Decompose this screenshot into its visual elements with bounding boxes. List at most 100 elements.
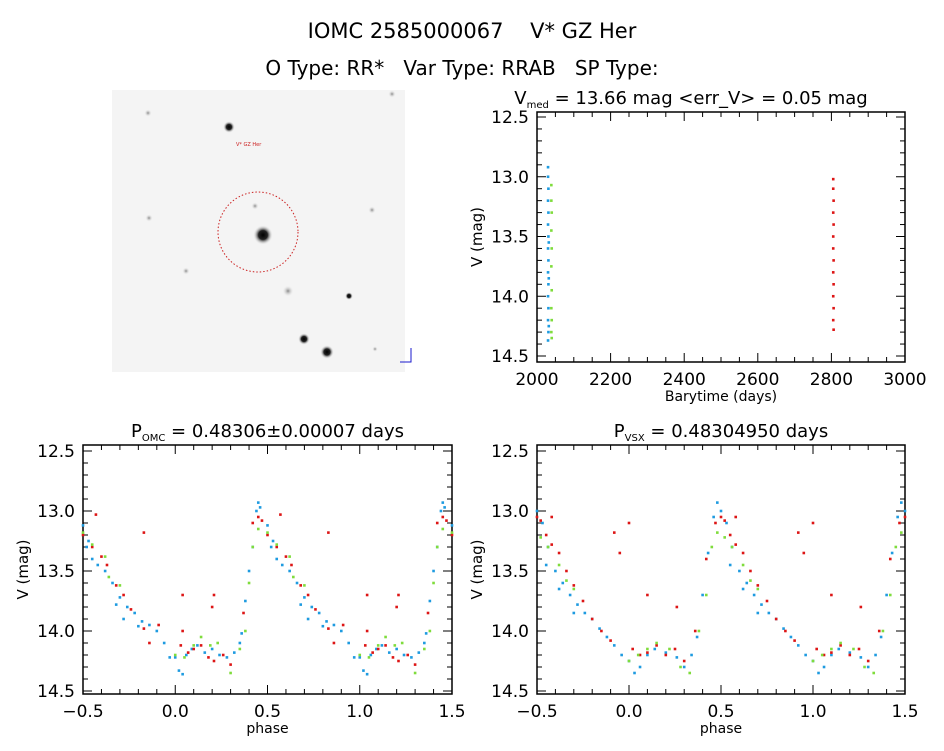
y-tick-label: 14.5 — [37, 682, 75, 702]
data-point — [866, 665, 870, 669]
data-point — [749, 579, 752, 582]
data-point — [898, 521, 901, 525]
data-point — [557, 551, 561, 555]
data-point — [646, 593, 649, 597]
data-point — [181, 672, 184, 676]
plot-frame — [536, 444, 906, 695]
data-point — [903, 515, 907, 519]
data-point — [384, 644, 387, 647]
data-point — [852, 647, 855, 651]
data-point — [638, 665, 642, 669]
data-point — [874, 653, 877, 657]
data-point — [811, 521, 815, 525]
data-point — [877, 629, 881, 633]
data-point — [712, 515, 715, 519]
star-mark — [298, 333, 310, 345]
data-point — [242, 611, 245, 615]
data-point — [598, 627, 601, 630]
data-point — [760, 603, 763, 606]
data-point — [81, 524, 85, 527]
data-point — [185, 653, 188, 657]
data-point — [550, 330, 553, 334]
data-point — [256, 515, 260, 519]
data-point — [290, 563, 293, 567]
data-point — [397, 659, 400, 663]
data-point — [417, 651, 421, 654]
data-point — [260, 519, 264, 522]
data-point — [752, 593, 756, 597]
data-point — [299, 584, 303, 587]
data-point — [87, 539, 90, 543]
data-point — [397, 593, 400, 597]
data-point — [258, 506, 262, 509]
star-mark — [253, 225, 273, 245]
data-point — [576, 603, 579, 606]
y-tick-label: 14.0 — [37, 622, 75, 642]
data-point — [837, 647, 841, 651]
data-point — [618, 551, 622, 555]
data-point — [393, 644, 397, 647]
plot-panel: 2000 2200 2400 2600 2800 3000 12.5 13.0 13.5 14.0… — [468, 88, 927, 405]
data-point — [756, 584, 760, 587]
data-point — [288, 555, 291, 558]
data-point — [793, 639, 796, 642]
data-point — [122, 617, 125, 621]
x-tick-label: −0.5 — [62, 702, 103, 722]
star-mark — [388, 90, 396, 98]
data-point — [547, 277, 551, 280]
data-point — [831, 235, 835, 238]
data-point — [822, 665, 826, 669]
data-point — [765, 599, 769, 603]
data-point — [784, 629, 787, 633]
data-point — [122, 593, 125, 597]
data-point — [387, 651, 391, 654]
data-point — [831, 177, 835, 181]
data-point — [706, 551, 710, 555]
data-point — [831, 187, 835, 190]
data-point — [612, 531, 616, 534]
data-point — [550, 265, 553, 268]
x-tick-label: 2600 — [736, 370, 779, 390]
data-point — [148, 623, 151, 627]
data-point — [675, 656, 679, 659]
data-point — [441, 527, 445, 531]
star-mark — [368, 206, 376, 214]
data-point — [369, 653, 373, 657]
data-point — [321, 624, 325, 628]
data-point — [620, 653, 623, 657]
plot-frame — [82, 444, 453, 695]
data-point — [820, 653, 824, 657]
data-point — [181, 593, 184, 597]
data-point — [395, 647, 398, 651]
data-point — [413, 671, 417, 675]
data-point — [675, 605, 679, 609]
data-point — [546, 223, 550, 226]
data-point — [572, 584, 576, 587]
x-tick-label: 2400 — [663, 370, 706, 390]
data-point — [247, 581, 251, 585]
data-point — [196, 644, 199, 647]
data-point — [190, 647, 194, 651]
data-point — [375, 647, 378, 651]
data-point — [85, 545, 88, 549]
data-point — [303, 596, 306, 599]
x-tick-label: 2800 — [810, 370, 853, 390]
y-tick-label: 13.5 — [491, 228, 529, 248]
data-point — [857, 647, 861, 651]
data-point — [600, 629, 603, 633]
data-point — [299, 603, 303, 606]
data-point — [881, 629, 885, 633]
data-point — [238, 641, 242, 645]
data-point — [550, 543, 554, 546]
data-point — [118, 596, 122, 599]
data-point — [830, 653, 833, 657]
x-tick-label: 0.5 — [707, 702, 734, 722]
data-point — [890, 551, 894, 555]
data-point — [157, 623, 160, 627]
data-point — [716, 501, 719, 504]
data-point — [859, 656, 863, 659]
data-point — [631, 647, 634, 651]
data-point — [646, 651, 649, 654]
data-point — [367, 656, 371, 659]
data-point — [125, 605, 129, 609]
